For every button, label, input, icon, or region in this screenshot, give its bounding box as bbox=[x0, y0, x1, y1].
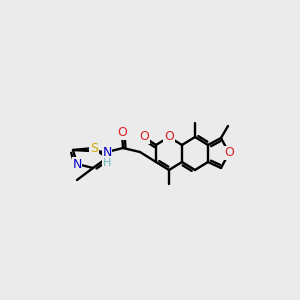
Text: O: O bbox=[139, 130, 149, 143]
Text: N: N bbox=[72, 158, 82, 170]
Text: N: N bbox=[102, 146, 112, 158]
Text: O: O bbox=[164, 130, 174, 143]
Text: O: O bbox=[117, 127, 127, 140]
Text: S: S bbox=[90, 142, 98, 154]
Text: H: H bbox=[103, 158, 111, 168]
Text: O: O bbox=[224, 146, 234, 160]
